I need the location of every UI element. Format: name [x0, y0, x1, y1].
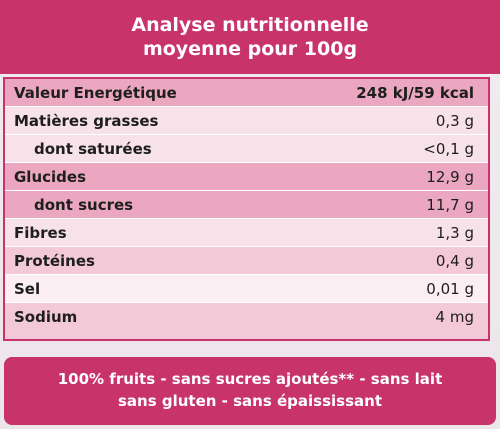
row-salt: Sel 0,01 g — [5, 275, 488, 303]
row-value: <0,1 g — [423, 140, 474, 158]
row-saturated: dont saturées <0,1 g — [5, 135, 488, 163]
row-label: Fibres — [14, 224, 67, 242]
row-label: dont sucres — [34, 196, 134, 214]
row-fibres: Fibres 1,3 g — [5, 219, 488, 247]
row-sodium: Sodium 4 mg — [5, 303, 488, 339]
row-value: 248 kJ/59 kcal — [356, 84, 474, 102]
header-title-line2: moyenne pour 100g — [142, 38, 358, 60]
row-label: dont saturées — [34, 140, 152, 158]
row-fat: Matières grasses 0,3 g — [5, 107, 488, 135]
claims-banner: 100% fruits - sans sucres ajoutés** - sa… — [4, 357, 496, 425]
row-proteins: Protéines 0,4 g — [5, 247, 488, 275]
row-label: Valeur Energétique — [14, 84, 177, 102]
row-energy: Valeur Energétique 248 kJ/59 kcal — [5, 79, 488, 107]
row-value: 1,3 g — [435, 224, 474, 242]
row-label: Sel — [14, 280, 41, 298]
row-value: 0,01 g — [426, 280, 474, 298]
row-value: 0,4 g — [435, 252, 474, 270]
row-sugars: dont sucres 11,7 g — [5, 191, 488, 219]
row-carbs: Glucides 12,9 g — [5, 163, 488, 191]
header-title-line1: Analyse nutritionnelle — [131, 14, 369, 36]
nutrition-table: Valeur Energétique 248 kJ/59 kcal Matièr… — [3, 77, 490, 341]
claims-line2: sans gluten - sans épaississant — [117, 392, 382, 410]
nutrition-header: Analyse nutritionnelle moyenne pour 100g — [0, 0, 500, 74]
row-value: 4 mg — [435, 308, 474, 326]
row-label: Protéines — [14, 252, 95, 270]
row-label: Matières grasses — [14, 112, 159, 130]
claims-line1: 100% fruits - sans sucres ajoutés** - sa… — [57, 370, 443, 388]
row-label: Glucides — [14, 168, 87, 186]
row-value: 11,7 g — [426, 196, 474, 214]
row-label: Sodium — [14, 308, 78, 326]
row-value: 0,3 g — [435, 112, 474, 130]
row-value: 12,9 g — [426, 168, 474, 186]
